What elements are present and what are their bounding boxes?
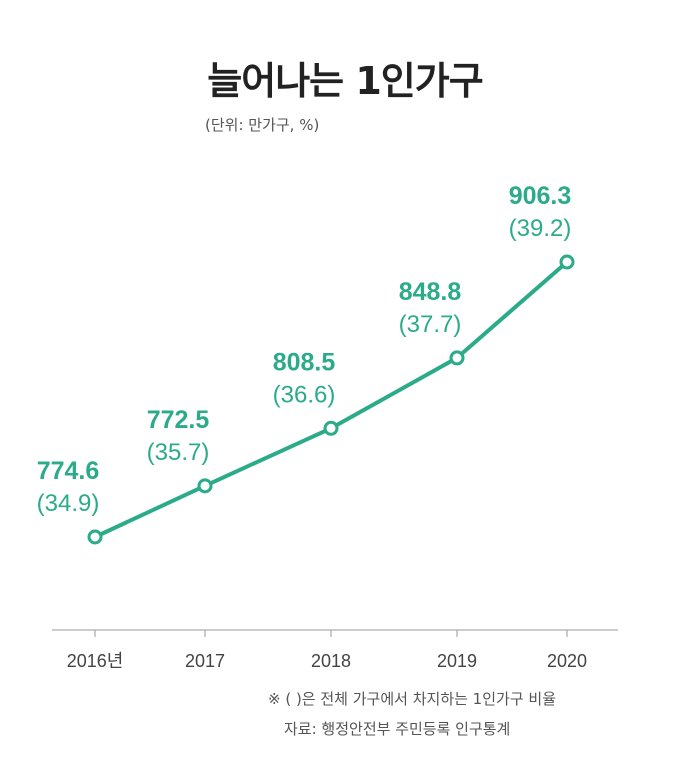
data-value-label: 808.5 xyxy=(273,348,336,376)
x-tick-label: 2020 xyxy=(547,651,587,671)
x-tick-label: 2019 xyxy=(437,651,477,671)
data-point xyxy=(197,478,213,494)
data-ratio-label: (36.6) xyxy=(273,381,336,408)
chart-title: 늘어나는 1인가구 xyxy=(207,59,483,103)
data-value-label: 848.8 xyxy=(399,278,462,306)
data-point xyxy=(323,420,339,436)
data-value-label: 774.6 xyxy=(37,457,100,485)
data-ratio-label: (34.9) xyxy=(37,490,100,517)
unit-label: (단위: 만가구, %) xyxy=(205,116,320,134)
data-value-label: 906.3 xyxy=(509,182,572,210)
data-point xyxy=(87,529,103,545)
footnote-ratio: ※ ( )은 전체 가구에서 차지하는 1인가구 비율 xyxy=(268,690,556,708)
data-point xyxy=(559,254,575,270)
data-value-label: 772.5 xyxy=(147,406,210,434)
x-tick-label: 2016년 xyxy=(67,651,124,671)
x-tick-label: 2018 xyxy=(311,651,351,671)
data-point xyxy=(449,350,465,366)
footnote-source: 자료: 행정안전부 주민등록 인구통계 xyxy=(284,720,511,738)
data-ratio-label: (35.7) xyxy=(147,439,210,466)
data-ratio-label: (39.2) xyxy=(509,215,572,242)
data-ratio-label: (37.7) xyxy=(399,311,462,338)
x-tick-label: 2017 xyxy=(185,651,225,671)
